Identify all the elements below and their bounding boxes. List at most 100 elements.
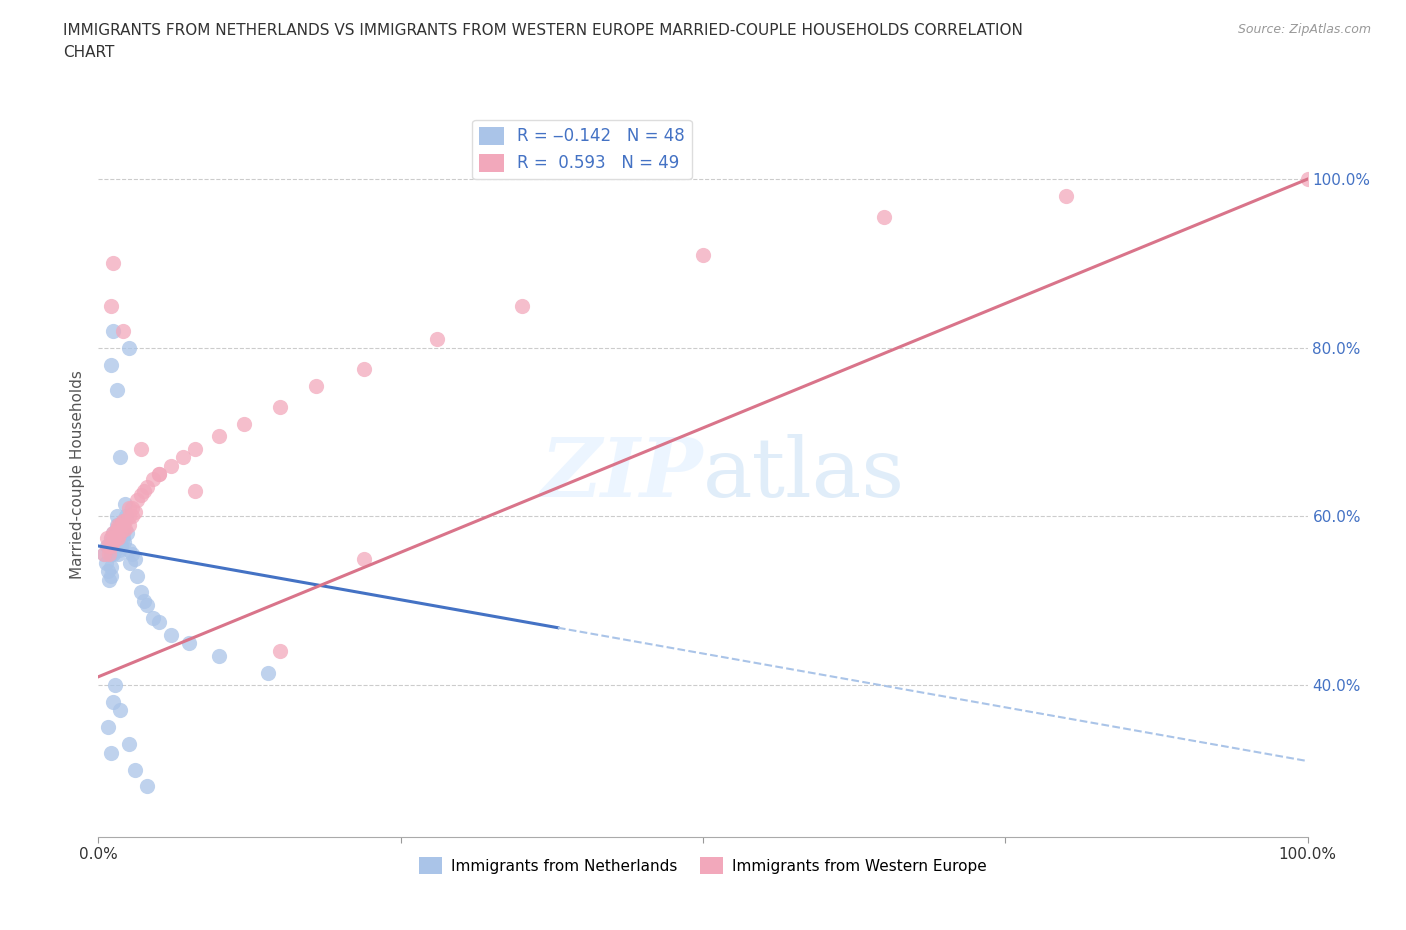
Point <box>114 513 136 528</box>
Point <box>100 538 122 553</box>
Point <box>510 299 533 313</box>
Point <box>269 644 291 658</box>
Point <box>135 598 157 613</box>
Point <box>108 517 131 532</box>
Point <box>98 572 121 587</box>
Point <box>100 357 122 372</box>
Point <box>124 762 146 777</box>
Point <box>100 568 122 583</box>
Point <box>108 535 131 550</box>
Point <box>353 551 375 566</box>
Y-axis label: Married-couple Households: Married-couple Households <box>69 370 84 578</box>
Point <box>353 362 375 377</box>
Point <box>184 484 207 498</box>
Point <box>101 324 124 339</box>
Point <box>111 324 134 339</box>
Text: IMMIGRANTS FROM NETHERLANDS VS IMMIGRANTS FROM WESTERN EUROPE MARRIED-COUPLE HOU: IMMIGRANTS FROM NETHERLANDS VS IMMIGRANT… <box>63 23 1024 38</box>
Point <box>101 695 124 710</box>
Point <box>110 538 132 553</box>
Point <box>124 505 146 520</box>
Point <box>127 492 149 507</box>
Point <box>97 564 120 578</box>
Point <box>208 648 231 663</box>
Point <box>1054 189 1077 204</box>
Point <box>107 530 129 545</box>
Point <box>96 530 118 545</box>
Point <box>184 442 207 457</box>
Point <box>426 332 449 347</box>
Point <box>114 497 136 512</box>
Point <box>160 627 183 642</box>
Point <box>148 467 170 482</box>
Text: atlas: atlas <box>703 434 905 514</box>
Point <box>97 538 120 553</box>
Point <box>160 458 183 473</box>
Point <box>111 530 134 545</box>
Point <box>93 547 115 562</box>
Point <box>100 299 122 313</box>
Point <box>104 525 127 540</box>
Point <box>103 538 125 553</box>
Text: Source: ZipAtlas.com: Source: ZipAtlas.com <box>1237 23 1371 36</box>
Point <box>873 209 896 224</box>
Point <box>118 509 141 524</box>
Point <box>118 500 141 515</box>
Point <box>269 399 291 414</box>
Point <box>134 593 156 608</box>
Point <box>118 555 141 570</box>
Point <box>105 525 128 540</box>
Point <box>101 535 124 550</box>
Point <box>108 543 131 558</box>
Point <box>101 525 124 540</box>
Point <box>100 745 122 760</box>
Point <box>121 500 143 515</box>
Point <box>97 720 120 735</box>
Point <box>305 379 328 393</box>
Point <box>142 610 165 625</box>
Point <box>108 530 131 545</box>
Point <box>93 547 115 562</box>
Point <box>105 522 128 537</box>
Point <box>105 382 128 397</box>
Point <box>142 472 165 486</box>
Point <box>107 538 129 553</box>
Point <box>115 509 138 524</box>
Point <box>108 525 131 540</box>
Point <box>104 535 127 550</box>
Point <box>114 522 136 537</box>
Point <box>118 737 141 751</box>
Point <box>135 779 157 794</box>
Point <box>101 525 124 540</box>
Point <box>232 417 254 432</box>
Point <box>98 547 121 562</box>
Point <box>104 543 127 558</box>
Point <box>101 256 124 271</box>
Point <box>208 429 231 444</box>
Point <box>121 509 143 524</box>
Point <box>1296 172 1319 187</box>
Point <box>100 560 122 575</box>
Point <box>103 530 125 545</box>
Point <box>129 488 152 503</box>
Point <box>112 535 135 550</box>
Point <box>107 517 129 532</box>
Point <box>108 450 131 465</box>
Point <box>100 538 122 553</box>
Point <box>121 547 143 562</box>
Point <box>105 509 128 524</box>
Text: CHART: CHART <box>63 45 115 60</box>
Point <box>100 547 122 562</box>
Point <box>94 555 117 570</box>
Point <box>108 535 131 550</box>
Point <box>118 517 141 532</box>
Point <box>692 247 714 262</box>
Point <box>134 484 156 498</box>
Point <box>256 665 278 680</box>
Point <box>103 530 125 545</box>
Point <box>108 703 131 718</box>
Point <box>105 530 128 545</box>
Point <box>100 530 122 545</box>
Point <box>105 517 128 532</box>
Point <box>129 442 152 457</box>
Point <box>172 450 194 465</box>
